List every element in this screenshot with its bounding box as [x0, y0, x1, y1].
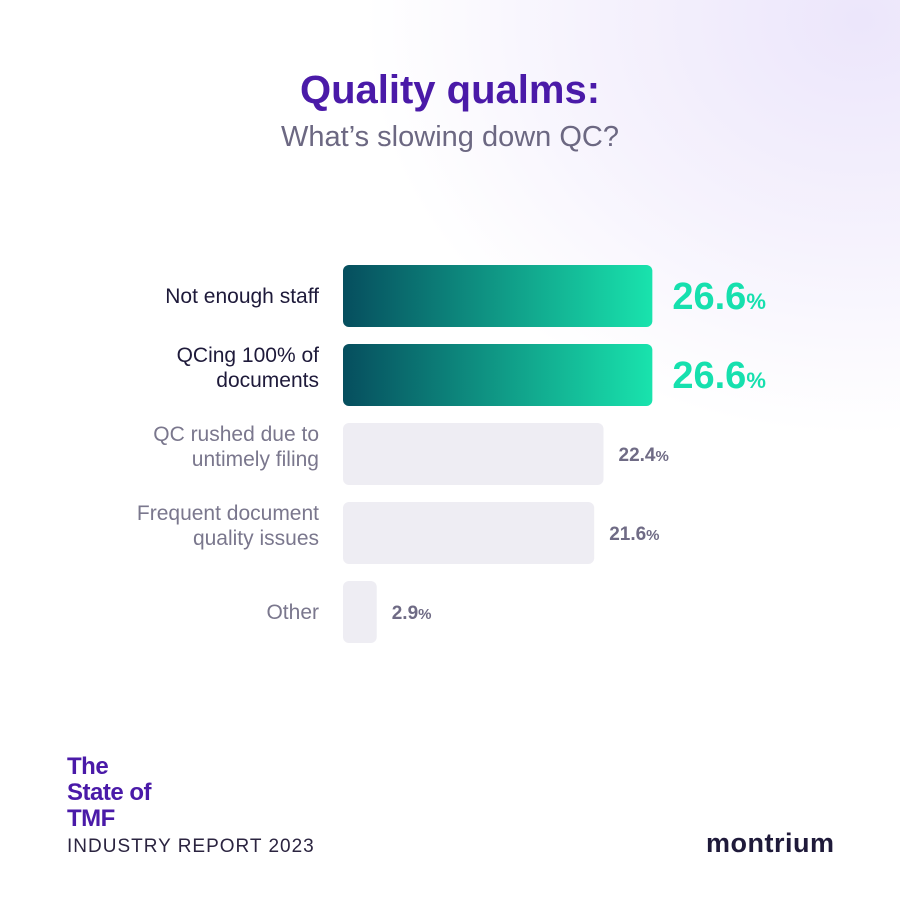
category-label-1: Not enough staff [165, 285, 319, 308]
company-logo: montrium [706, 828, 835, 858]
bar-3 [343, 423, 604, 485]
report-subtitle: INDUSTRY REPORT 2023 [67, 836, 315, 857]
category-label-5: Other [266, 601, 319, 624]
brand-line-2: State of [67, 779, 152, 806]
bar-5 [343, 581, 377, 643]
value-label-3: 22.4% [619, 445, 669, 466]
value-label-4: 21.6% [609, 524, 659, 545]
category-label-3: QC rushed due to untimely filing [153, 423, 319, 471]
brand-line-3: TMF [67, 805, 115, 832]
bar-2 [343, 344, 653, 406]
value-label-5: 2.9% [392, 603, 432, 624]
value-label-1: 26.6% [672, 276, 766, 318]
chart-title: Quality qualms: [299, 68, 601, 112]
category-label-2: QCing 100% of documents [177, 344, 320, 392]
category-label-4: Frequent document quality issues [137, 502, 319, 550]
chart-subtitle: What’s slowing down QC? [281, 121, 619, 153]
brand-line-1: The [67, 753, 109, 780]
value-label-2: 26.6% [672, 355, 766, 397]
bar-4 [343, 502, 595, 564]
bar-1 [343, 265, 653, 327]
report-brand: The State of TMF [67, 753, 152, 832]
